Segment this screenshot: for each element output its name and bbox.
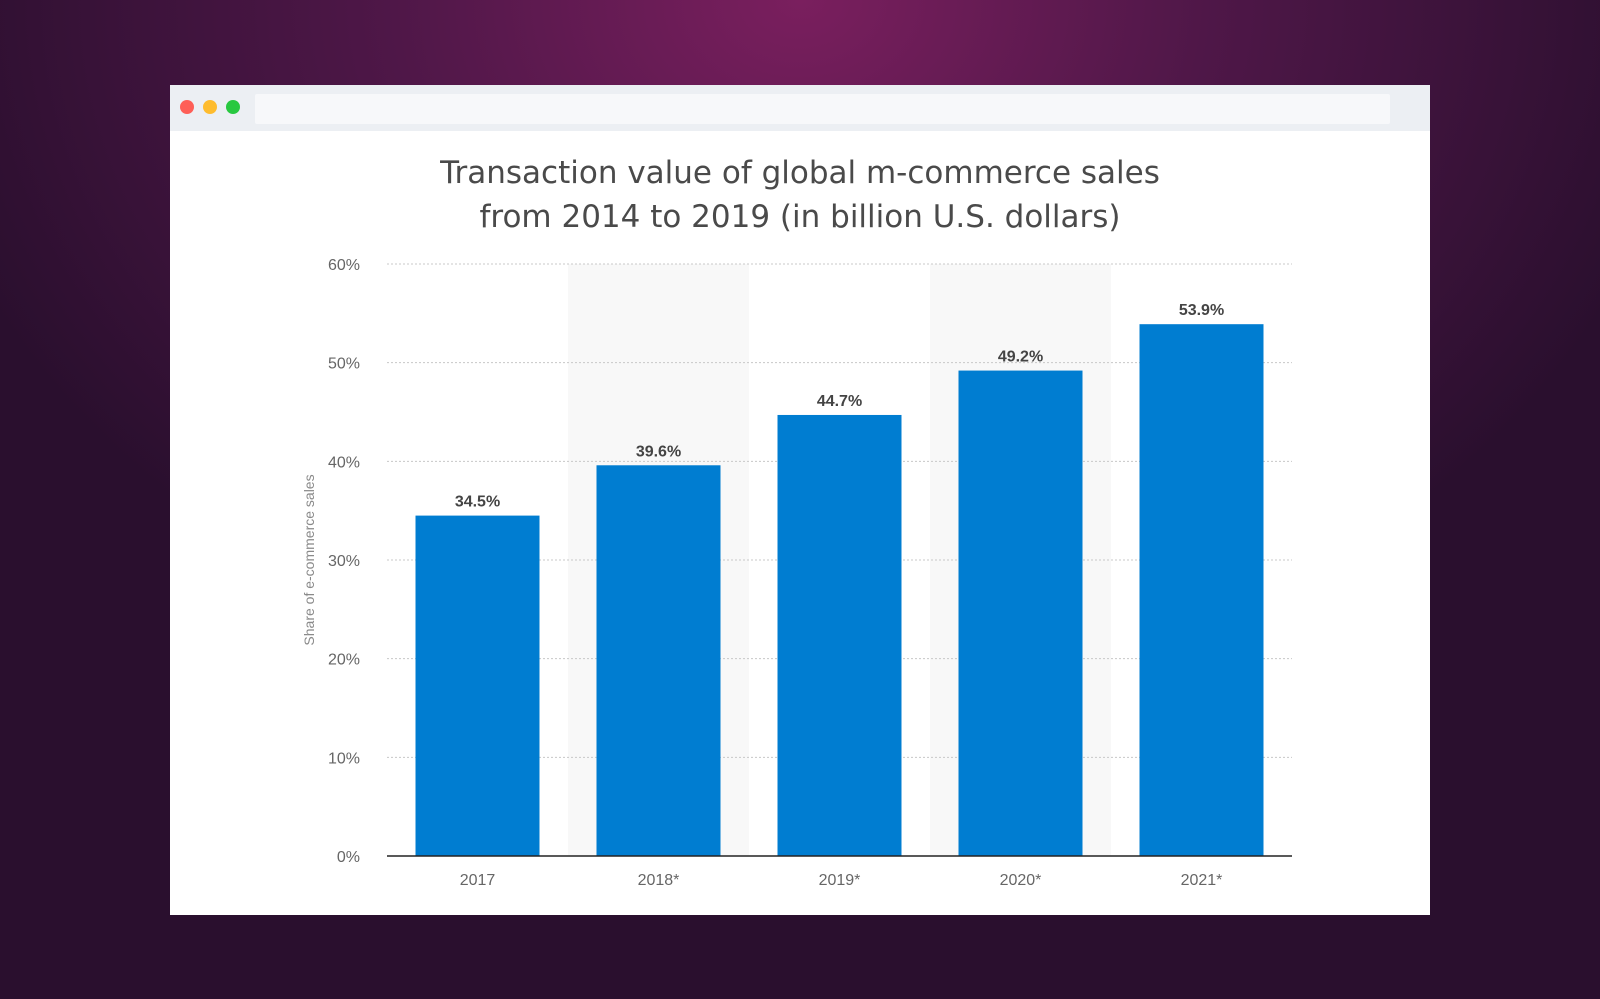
address-bar[interactable] [255,94,1390,124]
x-tick-label: 2021* [1181,872,1223,889]
y-tick-label: 0% [337,849,360,866]
y-tick-label: 50% [328,356,360,373]
y-tick-label: 20% [328,652,360,669]
data-label: 44.7% [817,393,862,410]
minimize-window-button[interactable] [203,100,217,114]
browser-window: Transaction value of global m-commerce s… [170,85,1430,915]
y-axis-title: Share of e-commerce sales [301,474,317,645]
chart-title: Transaction value of global m-commerce s… [170,151,1430,239]
bar [777,414,902,856]
data-label: 53.9% [1179,302,1224,319]
x-tick-label: 2018* [638,872,680,889]
window-titlebar [170,85,1430,131]
close-window-button[interactable] [180,100,194,114]
bar [415,515,540,856]
data-label: 49.2% [998,349,1043,366]
bar-chart: 0% 10% 20% 30% 40% 50% 60% Share of e-commerce … [301,257,1292,889]
bar [596,465,721,856]
y-tick-label: 30% [328,553,360,570]
bar [958,370,1083,856]
maximize-window-button[interactable] [226,100,240,114]
x-tick-label: 2017 [460,872,496,889]
chart-title-line-2: from 2014 to 2019 (in billion U.S. dolla… [479,199,1121,235]
y-tick-label: 40% [328,454,360,471]
y-tick-label: 10% [328,750,360,767]
x-tick-label: 2019* [819,872,861,889]
y-tick-label: 60% [328,257,360,274]
data-label: 39.6% [636,443,681,460]
x-tick-label: 2020* [1000,872,1042,889]
data-label: 34.5% [455,494,500,511]
bar [1139,324,1264,856]
chart-title-line-1: Transaction value of global m-commerce s… [440,155,1160,191]
